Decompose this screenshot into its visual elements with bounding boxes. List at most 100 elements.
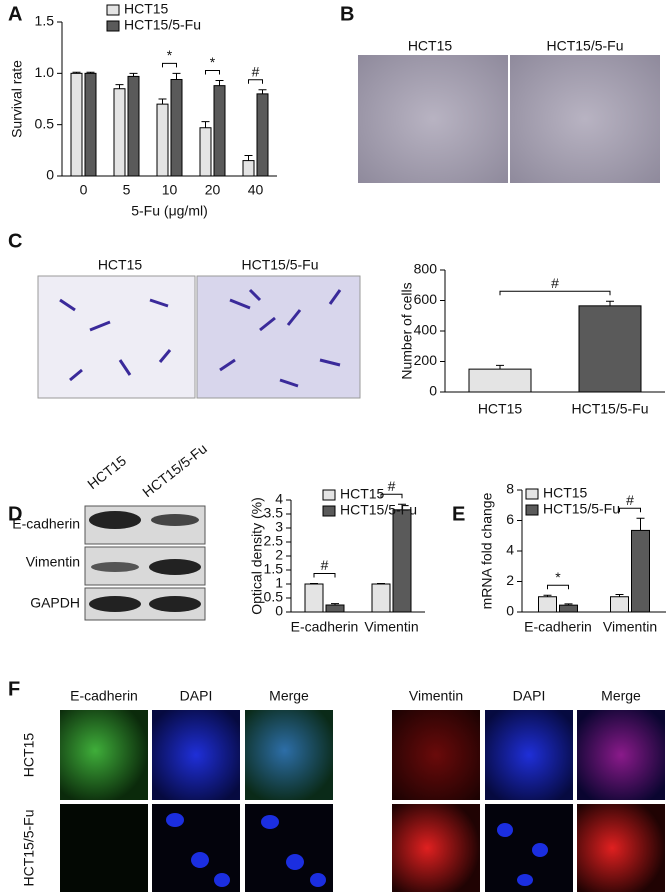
bar <box>631 529 650 613</box>
legend-swatch <box>525 488 539 500</box>
significance-label: # <box>551 275 559 291</box>
x-tick-label: E-cadherin <box>524 619 592 635</box>
fluorescence-image <box>392 710 480 800</box>
legend-swatch <box>106 4 120 16</box>
significance-bracket <box>248 79 263 84</box>
band <box>91 562 139 572</box>
blot-column-label: HCT15 <box>84 452 129 492</box>
fluorescence-image <box>392 804 480 892</box>
transwell-image <box>196 275 361 399</box>
error-bar <box>310 582 318 584</box>
y-tick-label: 1.5 <box>35 13 55 29</box>
x-tick-label: 5 <box>123 182 131 198</box>
legend-swatch <box>322 489 336 501</box>
significance-label: # <box>321 557 329 573</box>
y-tick-label: 4 <box>506 542 514 558</box>
x-tick-label: Vimentin <box>364 619 418 635</box>
nuclei <box>166 813 326 887</box>
y-axis-label: Optical density (%) <box>249 497 265 614</box>
bar <box>578 305 642 393</box>
bar <box>242 160 255 177</box>
error-bar <box>201 121 210 128</box>
x-tick-label: 10 <box>162 182 178 198</box>
column-label: Merge <box>601 688 641 704</box>
y-tick-label: 4 <box>275 491 283 507</box>
band <box>149 596 201 612</box>
bar <box>213 85 226 177</box>
bar <box>371 583 391 613</box>
bar <box>538 596 557 613</box>
significance-label: # <box>388 478 396 494</box>
micrograph <box>358 55 508 183</box>
band <box>151 514 199 526</box>
error-bar <box>615 593 624 597</box>
image-label: HCT15 <box>98 257 143 273</box>
panel-letter: E <box>452 503 465 525</box>
y-tick-label: 0.5 <box>264 589 284 605</box>
y-tick-label: 1.5 <box>264 561 284 577</box>
error-bar <box>331 603 339 605</box>
image-label: HCT15/5-Fu <box>241 257 318 273</box>
error-bar <box>258 89 267 94</box>
transwell-image <box>37 275 196 399</box>
fluorescence-image <box>577 710 665 800</box>
x-tick-label: 20 <box>205 182 221 198</box>
error-bar <box>564 603 573 606</box>
panel-letter: C <box>8 230 22 252</box>
significance-bracket <box>547 584 569 590</box>
legend-label: HCT15/5-Fu <box>543 501 620 517</box>
y-tick-label: 0 <box>46 167 54 183</box>
fluorescence-image <box>245 710 333 800</box>
band <box>149 559 201 575</box>
y-tick-label: 600 <box>414 291 438 307</box>
y-tick-label: 3 <box>275 519 283 535</box>
y-tick-label: 0.5 <box>35 115 55 131</box>
error-bar <box>244 154 253 161</box>
significance-bracket <box>380 493 403 499</box>
error-bar <box>115 84 124 89</box>
bar <box>610 596 629 613</box>
y-axis-label: Survival rate <box>9 60 25 138</box>
x-tick-label: 0 <box>80 182 88 198</box>
legend-label: HCT15 <box>124 1 169 17</box>
legend-label: HCT15/5-Fu <box>124 17 201 33</box>
y-tick-label: 2 <box>506 572 514 588</box>
error-bar <box>636 517 645 531</box>
y-tick-label: 0 <box>429 383 437 399</box>
bar <box>156 103 169 177</box>
significance-label: * <box>210 54 216 70</box>
y-tick-label: 6 <box>506 511 514 527</box>
significance-bracket <box>499 290 611 296</box>
y-tick-label: 0 <box>506 603 514 619</box>
error-bar <box>158 98 167 105</box>
significance-label: # <box>252 63 260 79</box>
significance-bracket <box>162 62 177 68</box>
blot-row-label: Vimentin <box>26 554 80 570</box>
bar <box>199 127 212 177</box>
band <box>89 511 141 529</box>
image-label: HCT15/5-Fu <box>546 38 623 54</box>
band <box>89 596 141 612</box>
bar <box>304 583 324 613</box>
x-tick-label: HCT15 <box>478 401 523 417</box>
column-label: Merge <box>269 688 309 704</box>
error-bar <box>172 72 181 80</box>
x-tick-label: Vimentin <box>603 619 657 635</box>
column-label: E-cadherin <box>70 688 138 704</box>
panel-letter: D <box>8 503 22 525</box>
column-label: DAPI <box>180 688 213 704</box>
bar <box>127 75 140 177</box>
significance-bracket <box>619 507 641 513</box>
error-bar <box>215 80 224 86</box>
y-tick-label: 800 <box>414 261 438 277</box>
panel-letter: F <box>8 678 20 700</box>
panel-letter: B <box>340 3 354 25</box>
significance-label: * <box>167 47 173 63</box>
blot-row-label: E-cadherin <box>12 516 80 532</box>
y-tick-label: 2.5 <box>264 533 284 549</box>
error-bar <box>86 71 95 74</box>
y-axis-label: Number of cells <box>399 282 415 379</box>
y-tick-label: 1.0 <box>35 64 55 80</box>
significance-label: * <box>555 569 561 585</box>
bar <box>170 78 183 177</box>
